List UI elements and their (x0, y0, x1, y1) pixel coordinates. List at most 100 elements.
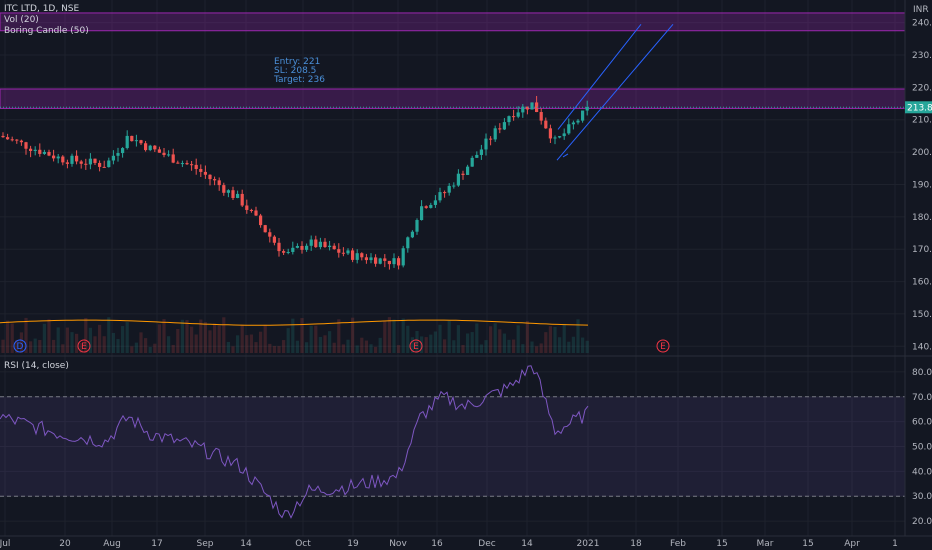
volume-bar (332, 342, 336, 353)
volume-bar (360, 337, 364, 353)
volume-bar (295, 340, 299, 353)
volume-bar (479, 344, 483, 353)
volume-bar (134, 342, 138, 353)
volume-bar (75, 333, 79, 353)
volume-bar (6, 320, 10, 353)
volume-bar (521, 344, 525, 353)
volume-bar (535, 346, 539, 353)
candle-body (254, 210, 258, 216)
rsi-tick-label: 50.00 (912, 443, 932, 453)
volume-bar (15, 339, 19, 353)
volume-bar (562, 323, 566, 353)
volume-bar (199, 319, 203, 353)
rsi-tick-label: 70.00 (912, 393, 932, 403)
candle-body (226, 190, 230, 193)
candle-body (443, 192, 447, 194)
candle-body (1, 135, 5, 138)
volume-bar (544, 332, 548, 353)
candle-body (553, 137, 557, 139)
volume-bar (47, 319, 51, 353)
currency-label[interactable]: INR (913, 5, 929, 15)
candle-body (420, 206, 424, 221)
volume-bar (489, 326, 493, 353)
x-tick-label: 19 (347, 539, 359, 549)
boring-candle-line (0, 319, 589, 326)
x-tick-label: Sep (197, 539, 214, 549)
candle-body (98, 162, 102, 167)
x-tick-label: Mar (757, 539, 774, 549)
candle-body (52, 155, 56, 159)
candle-body (148, 145, 152, 151)
candle-body (314, 239, 318, 248)
candle-body (387, 260, 391, 265)
x-tick-label: Oct (295, 539, 311, 549)
volume-bar (452, 340, 456, 353)
candle-body (236, 193, 240, 198)
candle-body (84, 163, 88, 165)
event-marker-letter: E (660, 342, 666, 352)
vol-legend[interactable]: Vol (20) (4, 15, 39, 25)
candle-body (521, 106, 525, 113)
candle-body (438, 192, 442, 201)
candle-body (171, 154, 175, 163)
candle-body (328, 245, 332, 248)
candle-body (470, 157, 474, 167)
volume-bar (116, 339, 120, 353)
candles[interactable] (1, 95, 589, 270)
volume-bar (226, 341, 230, 353)
rsi-legend[interactable]: RSI (14, close) (4, 361, 69, 371)
candle-body (406, 237, 410, 249)
candle-body (539, 112, 543, 121)
price-tick-label: 230.00 (912, 51, 932, 61)
candle-body (433, 200, 437, 205)
volume-bar (364, 340, 368, 353)
volume-bar (429, 334, 433, 353)
candle-body (203, 171, 207, 175)
candle-body (309, 239, 313, 246)
candle-body (378, 258, 382, 264)
candle-body (475, 154, 479, 158)
volume-bar (305, 342, 309, 353)
volume-bar (125, 322, 129, 353)
candle-body (415, 220, 419, 232)
candle-body (70, 155, 74, 164)
candle-body (512, 116, 516, 118)
volume-bar (144, 338, 148, 353)
price-tick-label: 220.00 (912, 83, 932, 93)
candle-body (268, 232, 272, 237)
event-marker-letter: E (413, 342, 419, 352)
candle-body (493, 128, 497, 140)
volume-bar (507, 339, 511, 353)
volume-bar (98, 324, 102, 353)
rsi-tick-label: 20.00 (912, 517, 932, 527)
volume-bars (0, 317, 589, 353)
x-tick-label: Aug (103, 539, 121, 549)
candle-body (134, 140, 138, 142)
candle-body (217, 180, 221, 186)
symbol-title[interactable]: ITC LTD, 1D, NSE (4, 4, 80, 14)
volume-bar (438, 324, 442, 353)
volume-bar (346, 339, 350, 353)
candle-body (466, 166, 470, 175)
candle-body (286, 251, 290, 253)
last-price-badge-bg (905, 101, 932, 114)
sl-note[interactable]: SL: 208.5 (274, 66, 316, 76)
candle-body (199, 168, 203, 172)
candle-body (558, 136, 562, 138)
volume-bar (176, 328, 180, 353)
channel-drawing[interactable] (556, 23, 674, 161)
candle-body (272, 236, 276, 243)
boring-legend[interactable]: Boring Candle (50) (4, 26, 89, 36)
volume-bar (387, 317, 391, 353)
volume-bar (88, 327, 92, 353)
volume-bar (157, 324, 161, 353)
price-tick-label: 170.00 (912, 245, 932, 255)
target-note[interactable]: Target: 236 (273, 75, 325, 85)
volume-bar (272, 346, 276, 353)
entry-note[interactable]: Entry: 221 (274, 57, 320, 67)
volume-bar (498, 329, 502, 353)
candle-body (360, 253, 364, 258)
candle-body (222, 185, 226, 193)
